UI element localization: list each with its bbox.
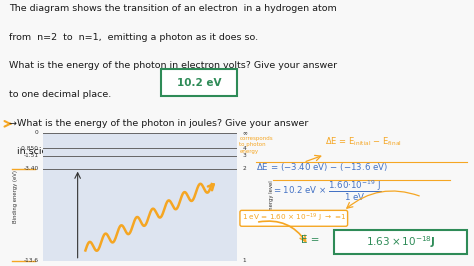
Text: Binding energy (eV): Binding energy (eV) bbox=[13, 170, 18, 223]
Text: 3: 3 bbox=[243, 153, 246, 159]
FancyBboxPatch shape bbox=[334, 230, 467, 254]
Text: Energy level: Energy level bbox=[270, 180, 274, 213]
Text: to one decimal place.: to one decimal place. bbox=[9, 90, 112, 99]
Text: What is the energy of the photon in electron volts? Give your answer: What is the energy of the photon in elec… bbox=[9, 61, 337, 70]
Text: -0.850: -0.850 bbox=[20, 146, 39, 151]
Text: E =: E = bbox=[301, 235, 323, 245]
Text: -1.51: -1.51 bbox=[24, 153, 39, 159]
Text: -13.6: -13.6 bbox=[24, 258, 39, 263]
Text: 0: 0 bbox=[35, 131, 39, 135]
Text: $\Delta$E = E$_{\mathregular{initial}}$ $-$ E$_{\mathregular{final}}$: $\Delta$E = E$_{\mathregular{initial}}$ … bbox=[325, 136, 401, 148]
Text: $1.63\times10^{-18}$J: $1.63\times10^{-18}$J bbox=[366, 234, 435, 250]
Text: ∞: ∞ bbox=[243, 131, 248, 135]
Text: 4: 4 bbox=[243, 146, 246, 151]
Text: →What is the energy of the photon in joules? Give your answer: →What is the energy of the photon in jou… bbox=[9, 119, 309, 128]
FancyBboxPatch shape bbox=[161, 69, 237, 97]
Text: 2: 2 bbox=[243, 166, 246, 171]
Text: $\Delta$E = ($-$3.40 eV) $-$ ($-$13.6 eV): $\Delta$E = ($-$3.40 eV) $-$ ($-$13.6 eV… bbox=[256, 161, 388, 173]
Text: from  n=2  to  n=1,  emitting a photon as it does so.: from n=2 to n=1, emitting a photon as it… bbox=[9, 33, 259, 41]
Text: 10.2 eV: 10.2 eV bbox=[177, 78, 221, 88]
Text: 1 eV = 1.60 $\times$ 10$^{-19}$ J $\rightarrow$ =1: 1 eV = 1.60 $\times$ 10$^{-19}$ J $\righ… bbox=[242, 212, 346, 225]
Text: corresponds
to photon
energy: corresponds to photon energy bbox=[239, 136, 273, 154]
Text: in scientific notation to two decimal places.: in scientific notation to two decimal pl… bbox=[17, 147, 223, 156]
Text: = 10.2 eV $\times$ $\dfrac{1.60{\cdot}10^{-19}\ \mathregular{J}}{1\ \mathregular: = 10.2 eV $\times$ $\dfrac{1.60{\cdot}10… bbox=[273, 179, 381, 203]
Text: The diagram shows the transition of an electron  in a hydrogen atom: The diagram shows the transition of an e… bbox=[9, 4, 337, 13]
Text: 1: 1 bbox=[243, 258, 246, 263]
Text: -3.40: -3.40 bbox=[24, 166, 39, 171]
